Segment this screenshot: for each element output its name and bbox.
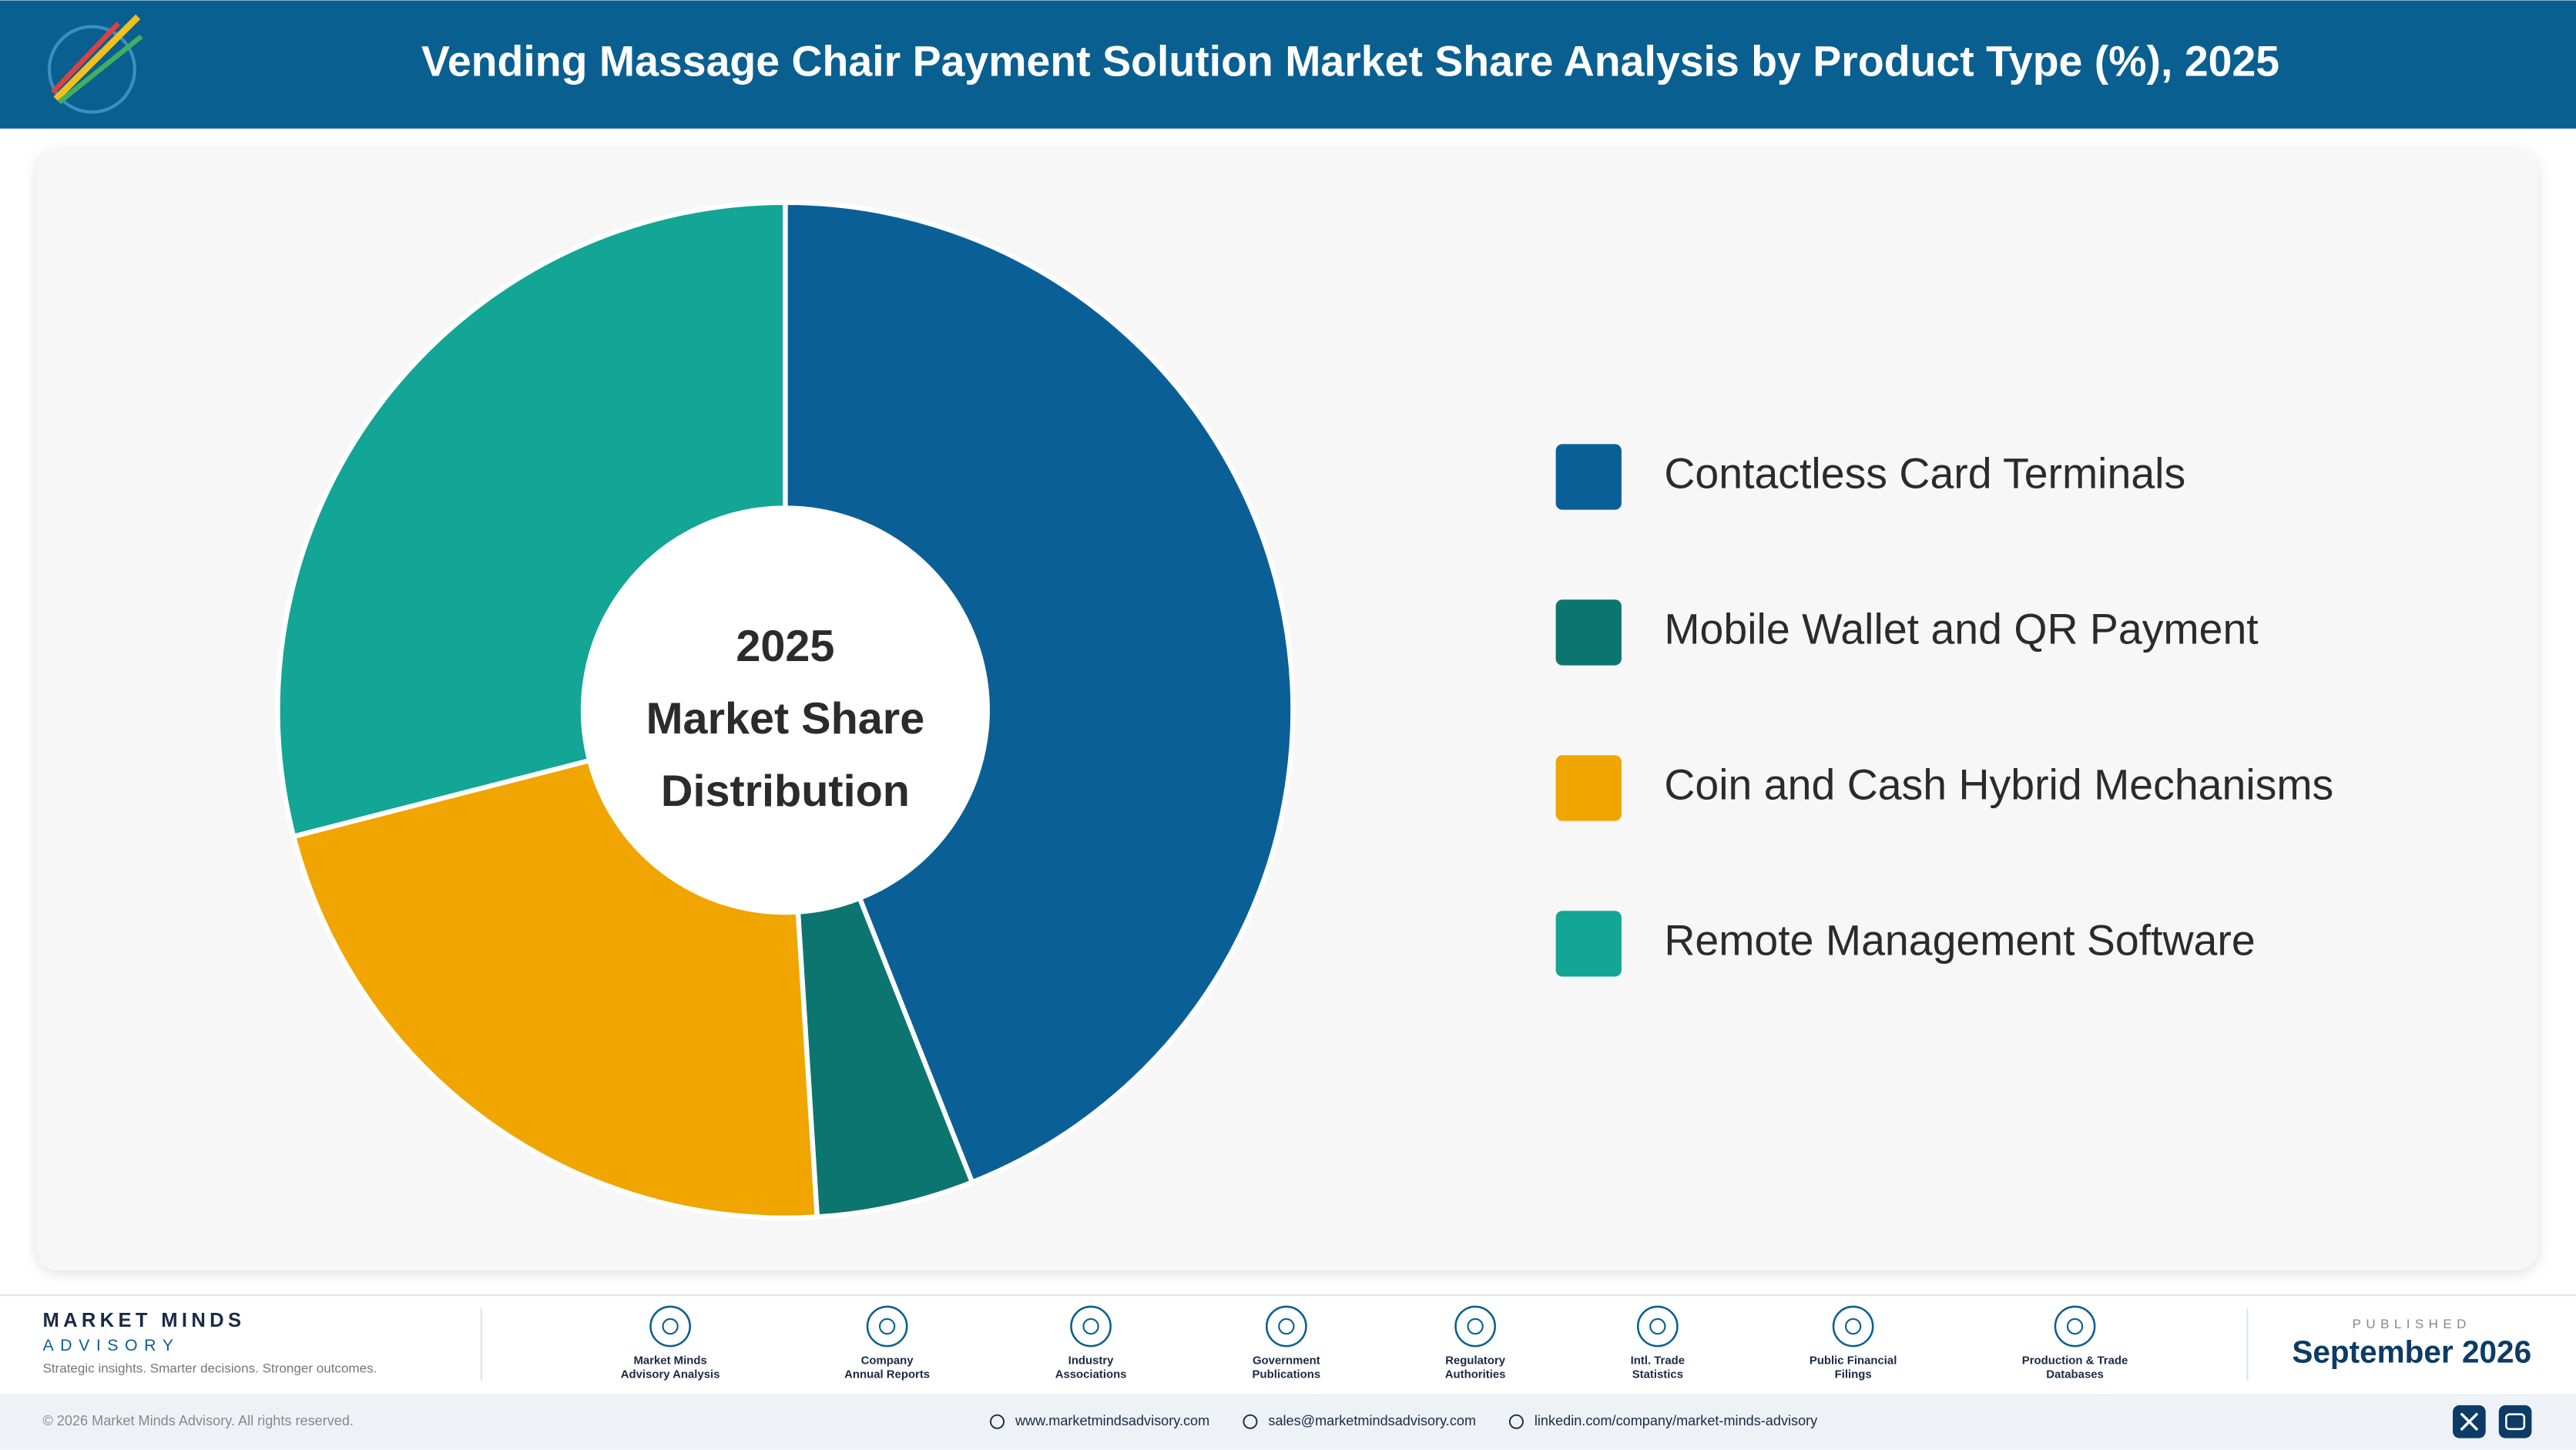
source-icon-glyph (1467, 1317, 1484, 1335)
source-label: Company (861, 1354, 914, 1367)
source-label: Annual Reports (844, 1368, 930, 1381)
source-label: Publications (1253, 1368, 1321, 1381)
header-bar (0, 0, 2576, 129)
source-icon-glyph (1649, 1317, 1666, 1335)
source-label: Authorities (1445, 1368, 1506, 1381)
source-label: Statistics (1632, 1368, 1683, 1381)
published-date: September 2026 (2292, 1334, 2531, 1370)
tagline: Strategic insights. Smarter decisions. S… (42, 1361, 377, 1376)
brand: MARKET MINDS (42, 1310, 245, 1331)
brand-sub: ADVISORY (42, 1336, 179, 1354)
source-label: Databases (2046, 1368, 2104, 1381)
legend-label: Mobile Wallet and QR Payment (1664, 606, 2258, 653)
source-label: Associations (1055, 1368, 1127, 1381)
source-label: Industry (1068, 1354, 1115, 1367)
center-label: Market Share (646, 694, 925, 743)
contact-link[interactable]: www.marketmindsadvisory.com (1015, 1413, 1209, 1428)
source-label: Regulatory (1445, 1354, 1506, 1367)
legend-swatch (1555, 444, 1622, 510)
youtube-glyph (2505, 1413, 2526, 1431)
contact-icon (1508, 1414, 1524, 1429)
bottom-strip (0, 1393, 2576, 1450)
contact-link[interactable]: linkedin.com/company/market-minds-adviso… (1535, 1413, 1818, 1428)
center-label: 2025 (736, 622, 834, 671)
contacts: www.marketmindsadvisory.com sales@marketm… (990, 1413, 1818, 1429)
source-icon-glyph (878, 1317, 896, 1335)
source-label: Filings (1835, 1368, 1872, 1381)
center-label: Distribution (661, 767, 910, 816)
donut-chart: 2025 Market Share Distribution Contactless … (275, 200, 2333, 1220)
contact-link[interactable]: sales@marketmindsadvisory.com (1268, 1413, 1476, 1428)
source-label: Government (1253, 1354, 1320, 1367)
source-label: Market Minds (633, 1354, 706, 1367)
legend-label: Contactless Card Terminals (1664, 450, 2185, 498)
source-label: Intl. Trade (1631, 1354, 1685, 1367)
donut-hole (583, 508, 988, 913)
contact-icon (1243, 1414, 1258, 1429)
source-icon (649, 1305, 691, 1348)
source-icon-glyph (1278, 1317, 1295, 1335)
source-icon (2054, 1305, 2096, 1348)
source-icon-glyph (2066, 1317, 2084, 1335)
legend-swatch (1555, 755, 1622, 821)
source-icon (1265, 1305, 1307, 1348)
source-icon (1636, 1305, 1679, 1348)
published-label: PUBLISHED (2353, 1317, 2471, 1331)
source-icon (1454, 1305, 1496, 1348)
source-label: Advisory Analysis (621, 1368, 720, 1381)
logo (47, 14, 143, 114)
x-glyph (2460, 1412, 2479, 1432)
legend-swatch (1555, 911, 1622, 977)
source-icon (1832, 1305, 1874, 1348)
source-icon (1070, 1305, 1112, 1348)
legend-label: Remote Management Software (1664, 916, 2255, 964)
copyright: © 2026 Market Minds Advisory. All rights… (42, 1413, 354, 1428)
contact-icon (990, 1414, 1005, 1429)
youtube-icon[interactable] (2498, 1405, 2532, 1438)
source-icon (866, 1305, 908, 1348)
legend-label: Coin and Cash Hybrid Mechanisms (1664, 761, 2333, 809)
source-label: Public Financial (1810, 1354, 1897, 1367)
source-icon-glyph (1844, 1317, 1862, 1335)
source-icon-glyph (1082, 1317, 1099, 1335)
source-icon-glyph (662, 1317, 679, 1335)
legend-swatch (1555, 599, 1622, 666)
source-label: Production & Trade (2022, 1354, 2128, 1367)
page-title: Vending Massage Chair Payment Solution M… (421, 37, 2279, 85)
